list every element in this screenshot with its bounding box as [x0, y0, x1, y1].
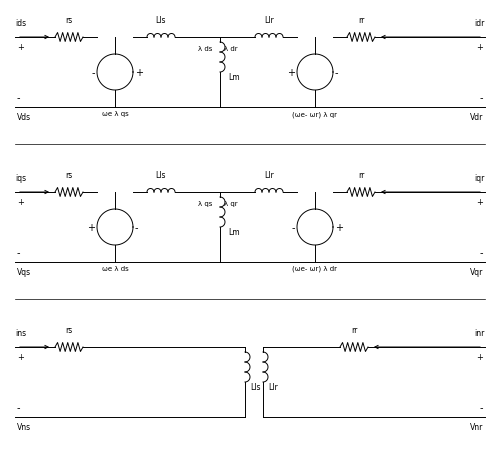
Text: Vds: Vds: [17, 113, 31, 122]
Text: Lls: Lls: [250, 383, 260, 392]
Text: Vdr: Vdr: [470, 113, 483, 122]
Text: -: -: [17, 93, 20, 103]
Text: rs: rs: [66, 171, 72, 179]
Text: +: +: [476, 352, 483, 361]
Text: ωe λ qs: ωe λ qs: [102, 111, 128, 117]
Text: idr: idr: [474, 19, 485, 28]
Text: Llr: Llr: [264, 171, 274, 179]
Text: +: +: [335, 223, 343, 233]
Text: ins: ins: [15, 328, 26, 337]
Text: +: +: [87, 223, 95, 233]
Text: Lls: Lls: [156, 171, 166, 179]
Text: Vns: Vns: [17, 422, 31, 431]
Text: λ qs: λ qs: [198, 201, 212, 207]
Text: -: -: [335, 68, 338, 78]
Text: Vqr: Vqr: [470, 268, 483, 276]
Text: rs: rs: [66, 16, 72, 25]
Text: Lm: Lm: [228, 228, 239, 237]
Text: Llr: Llr: [264, 16, 274, 25]
Text: +: +: [135, 68, 143, 78]
Text: +: +: [17, 352, 24, 361]
Text: -: -: [17, 247, 20, 257]
Text: rr: rr: [351, 325, 357, 334]
Text: -: -: [480, 402, 483, 412]
Text: +: +: [17, 197, 24, 207]
Text: Lm: Lm: [228, 73, 239, 82]
Text: rr: rr: [358, 171, 364, 179]
Text: -: -: [292, 223, 295, 233]
Text: iqs: iqs: [15, 174, 26, 183]
Text: +: +: [476, 197, 483, 207]
Text: iqr: iqr: [474, 174, 485, 183]
Text: Vnr: Vnr: [470, 422, 483, 431]
Text: -: -: [480, 247, 483, 257]
Text: -: -: [480, 93, 483, 103]
Text: Lls: Lls: [156, 16, 166, 25]
Text: rs: rs: [66, 325, 72, 334]
Text: ids: ids: [15, 19, 26, 28]
Text: ωe λ ds: ωe λ ds: [102, 265, 128, 271]
Text: Llr: Llr: [268, 383, 278, 392]
Text: +: +: [287, 68, 295, 78]
Text: inr: inr: [474, 328, 485, 337]
Text: Vqs: Vqs: [17, 268, 31, 276]
Text: -: -: [92, 68, 95, 78]
Text: (ωe- ωr) λ qr: (ωe- ωr) λ qr: [292, 111, 338, 117]
Text: (ωe- ωr) λ dr: (ωe- ωr) λ dr: [292, 265, 338, 272]
Text: +: +: [17, 43, 24, 52]
Text: -: -: [135, 223, 138, 233]
Text: +: +: [476, 43, 483, 52]
Text: -: -: [17, 402, 20, 412]
Text: λ ds: λ ds: [198, 46, 212, 52]
Text: rr: rr: [358, 16, 364, 25]
Text: λ dr: λ dr: [224, 46, 237, 52]
Text: λ qr: λ qr: [224, 201, 237, 207]
